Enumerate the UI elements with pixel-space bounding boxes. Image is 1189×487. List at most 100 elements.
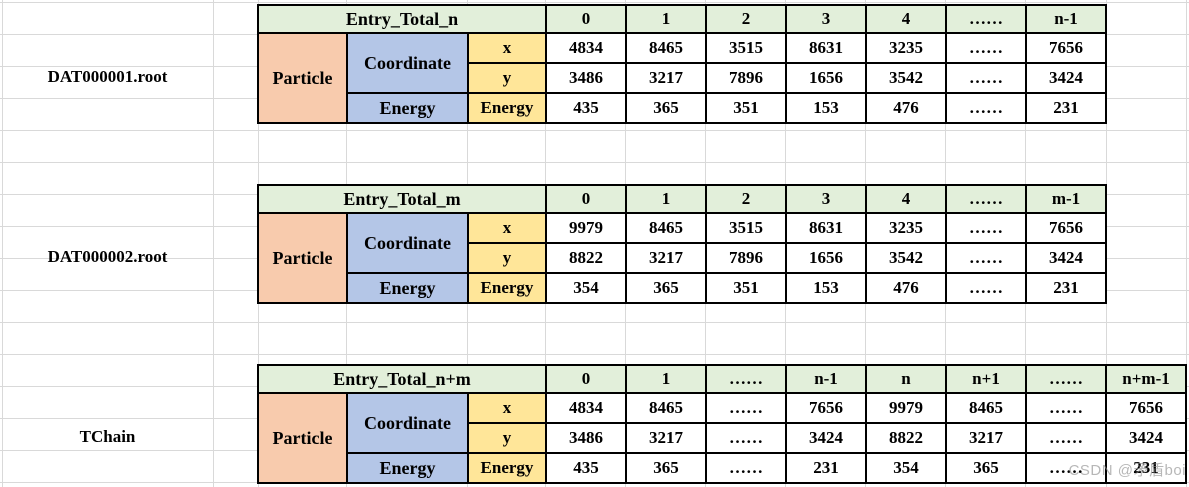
sheet-gridline bbox=[213, 0, 214, 487]
index-header-cell: n+m-1 bbox=[1106, 365, 1186, 393]
energy-value-cell: 435 bbox=[546, 93, 626, 123]
x-branch-cell: x bbox=[468, 213, 546, 243]
table-dat000002: Entry_Total_m Particle Coordinate x y En… bbox=[257, 184, 1107, 304]
index-header-cell: …… bbox=[706, 365, 786, 393]
energy-value-cell: 231 bbox=[786, 453, 866, 483]
x-value-cell: 3235 bbox=[866, 33, 946, 63]
x-value-cell: 7656 bbox=[1106, 393, 1186, 423]
entry-total-header: Entry_Total_n bbox=[258, 5, 546, 33]
x-value-cell: …… bbox=[946, 33, 1026, 63]
y-value-cell: 1656 bbox=[786, 243, 866, 273]
x-value-cell: 7656 bbox=[1026, 33, 1106, 63]
particle-cell: Particle bbox=[258, 213, 347, 303]
x-value-cell: 3515 bbox=[706, 213, 786, 243]
y-value-cell: …… bbox=[706, 423, 786, 453]
x-value-cell: 7656 bbox=[786, 393, 866, 423]
x-value-cell: 4834 bbox=[546, 393, 626, 423]
x-value-cell: 8465 bbox=[626, 213, 706, 243]
energy-group-cell: Energy bbox=[347, 453, 468, 483]
entry-total-header: Entry_Total_n+m bbox=[258, 365, 546, 393]
x-value-cell: 8465 bbox=[946, 393, 1026, 423]
energy-value-cell: …… bbox=[1026, 453, 1106, 483]
x-value-cell: 3515 bbox=[706, 33, 786, 63]
index-header-cell: 0 bbox=[546, 5, 626, 33]
x-value-cell: 9979 bbox=[866, 393, 946, 423]
energy-value-cell: 351 bbox=[706, 93, 786, 123]
index-header-cell: 0 bbox=[546, 365, 626, 393]
energy-value-cell: 351 bbox=[706, 273, 786, 303]
index-header-cell: …… bbox=[946, 185, 1026, 213]
energy-value-cell: 153 bbox=[786, 273, 866, 303]
index-header-cell: 1 bbox=[626, 185, 706, 213]
y-branch-cell: y bbox=[468, 243, 546, 273]
y-value-cell: 3217 bbox=[946, 423, 1026, 453]
x-branch-cell: x bbox=[468, 393, 546, 423]
energy-value-cell: 354 bbox=[866, 453, 946, 483]
index-header-cell: 4 bbox=[866, 185, 946, 213]
index-header-cell: 1 bbox=[626, 5, 706, 33]
energy-value-cell: …… bbox=[946, 93, 1026, 123]
file-label-tchain: TChain bbox=[79, 427, 136, 446]
y-branch-cell: y bbox=[468, 423, 546, 453]
energy-value-cell: 365 bbox=[946, 453, 1026, 483]
x-value-cell: 8465 bbox=[626, 33, 706, 63]
y-value-cell: 3217 bbox=[626, 423, 706, 453]
x-value-cell: …… bbox=[1026, 393, 1106, 423]
x-value-cell: 7656 bbox=[1026, 213, 1106, 243]
x-value-cell: 4834 bbox=[546, 33, 626, 63]
energy-branch-cell: Energy bbox=[468, 453, 546, 483]
index-header-cell: 2 bbox=[706, 185, 786, 213]
index-header-cell: m-1 bbox=[1026, 185, 1106, 213]
particle-cell: Particle bbox=[258, 393, 347, 483]
y-value-cell: 3217 bbox=[626, 243, 706, 273]
index-header-cell: 0 bbox=[546, 185, 626, 213]
table-tchain: Entry_Total_n+m Particle Coordinate x y … bbox=[257, 364, 1187, 484]
x-value-cell: …… bbox=[946, 213, 1026, 243]
x-value-cell: 3235 bbox=[866, 213, 946, 243]
energy-value-cell: 231 bbox=[1026, 93, 1106, 123]
file-label-dat000001: DAT000001.root bbox=[47, 67, 168, 86]
index-header-cell: n-1 bbox=[1026, 5, 1106, 33]
index-header-cell: 3 bbox=[786, 185, 866, 213]
energy-value-cell: 365 bbox=[626, 453, 706, 483]
y-value-cell: 3486 bbox=[546, 63, 626, 93]
energy-value-cell: 435 bbox=[546, 453, 626, 483]
x-value-cell: 8631 bbox=[786, 213, 866, 243]
table-dat000001: Entry_Total_n Particle Coordinate x y En… bbox=[257, 4, 1107, 124]
y-value-cell: 3424 bbox=[1106, 423, 1186, 453]
energy-value-cell: …… bbox=[946, 273, 1026, 303]
index-header-cell: 1 bbox=[626, 365, 706, 393]
entry-total-header: Entry_Total_m bbox=[258, 185, 546, 213]
energy-group-cell: Energy bbox=[347, 273, 468, 303]
x-value-cell: 9979 bbox=[546, 213, 626, 243]
y-branch-cell: y bbox=[468, 63, 546, 93]
energy-value-cell: 153 bbox=[786, 93, 866, 123]
sheet-gridline bbox=[2, 0, 3, 487]
y-value-cell: 3217 bbox=[626, 63, 706, 93]
x-value-cell: …… bbox=[706, 393, 786, 423]
x-value-cell: 8631 bbox=[786, 33, 866, 63]
y-value-cell: 8822 bbox=[866, 423, 946, 453]
sheet-gridline bbox=[1186, 0, 1187, 487]
table-grid: Entry_Total_n Particle Coordinate x y En… bbox=[258, 5, 1106, 123]
y-value-cell: …… bbox=[946, 63, 1026, 93]
y-value-cell: 3424 bbox=[786, 423, 866, 453]
y-value-cell: 1656 bbox=[786, 63, 866, 93]
y-value-cell: 3424 bbox=[1026, 243, 1106, 273]
x-branch-cell: x bbox=[468, 33, 546, 63]
coordinate-cell: Coordinate bbox=[347, 33, 468, 93]
csdn-watermark: CSDN @矛盾boi bbox=[1068, 462, 1186, 479]
index-header-cell: …… bbox=[946, 5, 1026, 33]
index-header-cell: n+1 bbox=[946, 365, 1026, 393]
y-value-cell: 3542 bbox=[866, 243, 946, 273]
table-grid: Entry_Total_m Particle Coordinate x y En… bbox=[258, 185, 1106, 303]
energy-value-cell: 231 bbox=[1026, 273, 1106, 303]
index-header-cell: n bbox=[866, 365, 946, 393]
energy-group-cell: Energy bbox=[347, 93, 468, 123]
energy-branch-cell: Energy bbox=[468, 273, 546, 303]
energy-value-cell: 354 bbox=[546, 273, 626, 303]
particle-cell: Particle bbox=[258, 33, 347, 123]
y-value-cell: 3424 bbox=[1026, 63, 1106, 93]
y-value-cell: 3542 bbox=[866, 63, 946, 93]
